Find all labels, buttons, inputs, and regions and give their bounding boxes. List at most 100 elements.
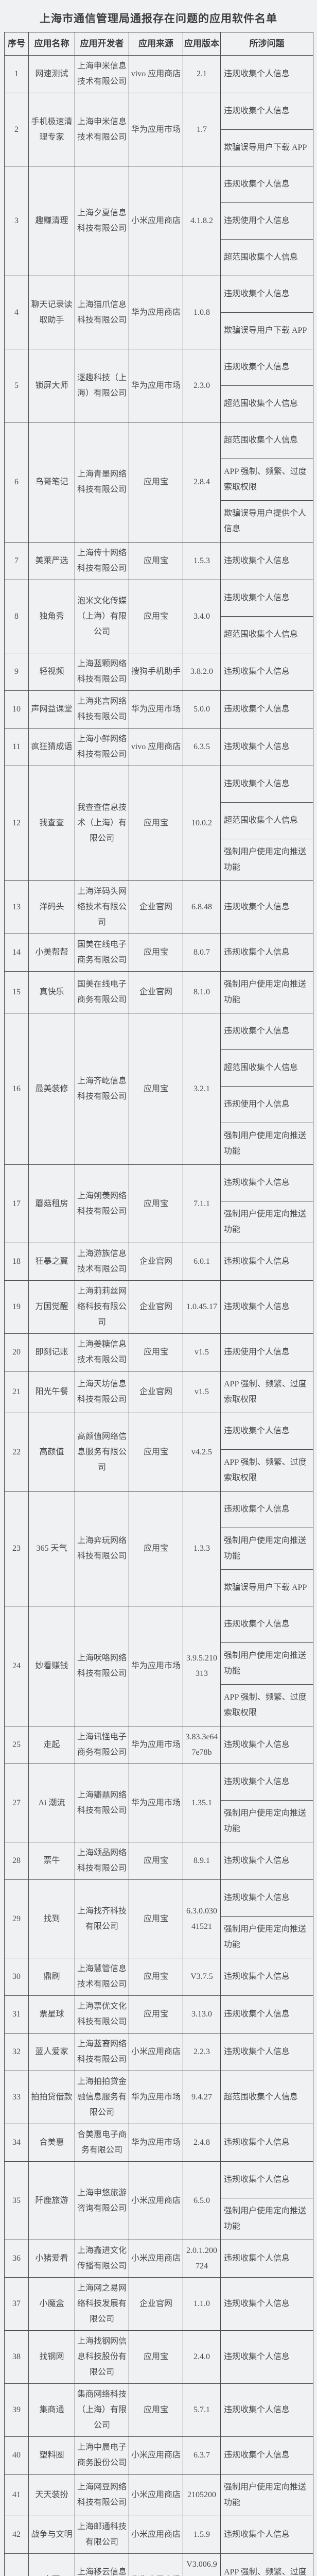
issue-cell: 违规收集个人信息 (224, 1777, 290, 1786)
cell-version: 1.35.1 (183, 1764, 221, 1842)
cell-no: 33 (4, 2071, 29, 2124)
cell-version: 3.8.2.0 (183, 653, 221, 691)
cell-app-name: 独角秀 (28, 580, 75, 653)
cell-issues: 违规收集个人信息 强制用户使用定向推送功能 APP 强制、频繁、过度索取权限 (220, 1606, 313, 1726)
cell-version: 3.2.1 (183, 1013, 221, 1165)
cell-developer: 上海朔羡网络科技有限公司 (75, 1164, 129, 1243)
cell-no: 39 (4, 2383, 29, 2437)
cell-source: 应用宝 (129, 2330, 183, 2384)
cell-no: 20 (4, 1333, 29, 1371)
issue-cell: 强制用户使用定向推送功能 (221, 1916, 313, 1958)
cell-no: 13 (4, 880, 29, 934)
cell-no: 36 (4, 2240, 29, 2278)
cell-developer: 逐趣科技（上海）有限公司 (75, 349, 129, 422)
issue-cell: 欺骗误导用户提供个人信息 (221, 500, 313, 542)
cell-no: 19 (4, 1280, 29, 1334)
issue-cell: 违规收集个人信息 (224, 1257, 290, 1266)
cell-version: 6.3.7 (183, 2436, 221, 2475)
cell-source: 小米应用商店 (129, 2033, 183, 2071)
cell-app-name: 锁屏大师 (28, 349, 75, 422)
table-row: 36 小猪爱看 上海鑫进文化传播有限公司 小米应用商店 2.0.1.200724 违规收集… (4, 2240, 313, 2278)
cell-version: 4.1.8.2 (183, 166, 221, 276)
cell-developer: 上海申悠旅游咨询有限公司 (75, 2161, 129, 2240)
cell-developer: 上海蓝颗网络科技有限公司 (75, 653, 129, 691)
table-row: 33 拍拍贷借款 上海拍拍贷金融信息服务有限公司 华为应用市场 9.4.27 超范围收集个… (4, 2071, 313, 2124)
cell-developer: 上海姜糖信息技术有限公司 (75, 1333, 129, 1371)
issue-cell: 违规使用个人信息 (221, 1086, 313, 1123)
table-row: 12 我查查 我查查信息技术（上海）有限公司 应用宝 10.0.2 违规收集个人信息 超范围… (4, 766, 313, 881)
issue-cell: 违规收集个人信息 (224, 1178, 290, 1187)
cell-no: 14 (4, 934, 29, 972)
table-row: 41 天天装扮 上海网豆网络科技有限公司 小米应用商店 2105200 强制用户使用定向推… (4, 2474, 313, 2516)
table-row: 10 声网益课堂 上海兆言网络科技有限公司 华为应用市场 5.0.0 违规收集个人信息 (4, 690, 313, 728)
cell-app-name: 合美惠 (28, 2124, 75, 2162)
cell-app-name: 趣赚清理 (28, 166, 75, 276)
issue-cell: 超范围收集个人信息 (221, 239, 313, 276)
table-row: 21 阳光午餐 上海天坊信息科技有限公司 企业官网 v1.5 APP 强制、频繁、过度索取… (4, 1371, 313, 1413)
issue-cell: 违规收集个人信息 (224, 2047, 290, 2056)
cell-developer: 上海莉莉丝网络科技有限公司 (75, 1280, 129, 1334)
cell-source: vivo 应用商店 (129, 55, 183, 93)
cell-app-name: 蘑菇租房 (28, 1164, 75, 1243)
cell-source: 小米应用商店 (129, 2161, 183, 2240)
header-cell-no: 序号 (4, 32, 29, 56)
cell-developer: 合美惠电子商务有限公司 (75, 2124, 129, 2162)
cell-app-name: 疯狂猜成语 (28, 728, 75, 766)
issue-cell: 欺骗误导用户下载 APP (221, 1569, 313, 1606)
cell-version: 8.9.1 (183, 1842, 221, 1880)
cell-version: 9.4.27 (183, 2071, 221, 2124)
cell-app-name: 小魔盒 (28, 2277, 75, 2331)
cell-version: 2.1 (183, 55, 221, 93)
cell-no: 16 (4, 1013, 29, 1165)
cell-version: 6.5.0 (183, 2161, 221, 2240)
table-row: 5 锁屏大师 逐趣科技（上海）有限公司 华为应用市场 2.3.0 违规收集个人信息 超范围收… (4, 349, 313, 422)
cell-no: 7 (4, 542, 29, 580)
cell-version: v4.2.5 (183, 1413, 221, 1492)
cell-issues: 强制用户使用定向推送功能 (220, 971, 313, 1013)
cell-developer: 上海青墨网络科技有限公司 (75, 422, 129, 543)
cell-no: 37 (4, 2277, 29, 2331)
cell-developer: 上海移云信息科技有限公司 (75, 2553, 129, 2576)
cell-version: 3.83.3e647e78b (183, 1726, 221, 1764)
issue-cell: 强制用户使用定向推送功能 (221, 1642, 313, 1684)
table-row: 37 小魔盒 上海网之易网络科技发展有限公司 企业官网 1.1.0 违规收集个人信息 (4, 2277, 313, 2331)
cell-no: 25 (4, 1726, 29, 1764)
cell-app-name: 走起 (28, 1726, 75, 1764)
cell-version: v1.5 (183, 1371, 221, 1413)
cell-source: 应用宝 (129, 580, 183, 653)
cell-no: 9 (4, 653, 29, 691)
cell-issues: 违规收集个人信息 强制用户使用定向推送功能 欺骗误导用户下载 APP (220, 1491, 313, 1606)
cell-version: 2.4.8 (183, 2124, 221, 2162)
cell-source: 华为应用市场 (129, 2553, 183, 2576)
issue-cell: APP 强制、频繁、过度索取权限 (224, 2568, 307, 2576)
table-row: 23 365 天气 上海弈玩网络科技有限公司 应用宝 1.3.3 违规收集个人信息 强制用户… (4, 1491, 313, 1606)
cell-developer: 国美在线电子商务有限公司 (75, 971, 129, 1013)
cell-no: 5 (4, 349, 29, 422)
cell-issues: 违规收集个人信息 (220, 2436, 313, 2475)
cell-developer: 泡米文化传媒（上海）有限公司 (75, 580, 129, 653)
cell-developer: 上海小鲜网络科技有限公司 (75, 728, 129, 766)
table-row: 15 真快乐 国美在线电子商务有限公司 企业官网 8.1.0 强制用户使用定向推送功能 (4, 971, 313, 1013)
cell-version: 3.13.0 (183, 1995, 221, 2033)
cell-app-name: 塑料圈 (28, 2436, 75, 2475)
cell-issues: 超范围收集个人信息 APP 强制、频繁、过度索取权限 欺骗误导用户提供个人信息 (220, 422, 313, 543)
header-cell-version: 应用版本 (183, 32, 221, 56)
issue-cell: 违规收集个人信息 (224, 903, 290, 911)
header-cell-name: 应用名称 (28, 32, 75, 56)
cell-issues: 违规使用个人信息 (220, 1333, 313, 1371)
cell-issues: 违规收集个人信息 强制用户使用定向推送功能 (220, 1164, 313, 1243)
issue-cell: 违规收集个人信息 (224, 2299, 290, 2308)
table-row: 31 票星球 上海票优文化科技有限公司 应用宝 3.13.0 违规收集个人信息 (4, 1995, 313, 2033)
table-row: 18 狂暴之翼 上海游族信息技术有限公司 企业官网 6.0.1 违规收集个人信息 (4, 1243, 313, 1281)
cell-source: 企业官网 (129, 2277, 183, 2331)
cell-version: 1.1.0 (183, 2277, 221, 2331)
cell-source: 华为应用商店 (129, 276, 183, 349)
issue-cell: 违规收集个人信息 (224, 2405, 290, 2414)
issue-cell: 违规收集个人信息 (224, 363, 290, 371)
cell-source: 应用宝 (129, 1164, 183, 1243)
issue-cell: 超范围收集个人信息 (221, 616, 313, 653)
cell-developer: 上海蓝裔网络科技有限公司 (75, 2033, 129, 2071)
cell-issues: 违规收集个人信息 超范围收集个人信息 强制用户使用定向推送功能 (220, 766, 313, 881)
cell-issues: 违规收集个人信息 强制用户使用定向推送功能 (220, 2161, 313, 2240)
cell-no: 23 (4, 1491, 29, 1606)
